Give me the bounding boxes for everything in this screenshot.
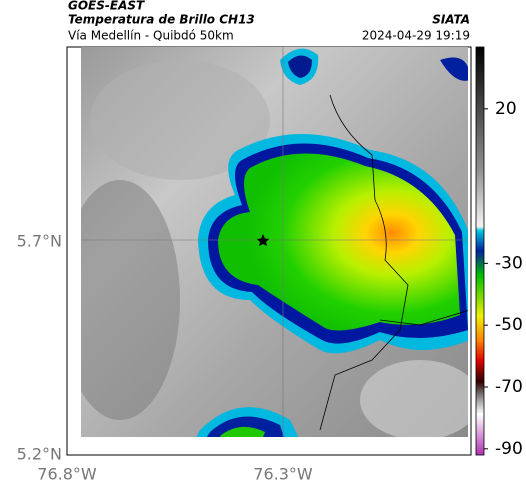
source-label: GOES-EAST: [68, 0, 145, 13]
colorbar-tick-label: -70: [495, 377, 523, 397]
satellite-image: [81, 47, 468, 437]
colorbar-tick-label: -30: [495, 253, 523, 273]
lon-label: 76.8°W: [37, 465, 97, 484]
title: Temperatura de Brillo CH13: [68, 13, 255, 27]
datetime: 2024-04-29 19:19: [362, 29, 470, 43]
colorbar: [475, 46, 485, 456]
lon-label: 76.3°W: [253, 465, 313, 484]
lat-label: 5.7°N: [17, 232, 62, 251]
colorbar-tick-label: -50: [495, 315, 523, 335]
colorbar-tick-label: -90: [495, 439, 523, 459]
org-label: SIATA: [432, 13, 470, 27]
colorbar-tick-label: 20: [495, 99, 517, 119]
subtitle: Vía Medellín - Quibdó 50km: [68, 29, 234, 43]
lat-label: 5.2°N: [17, 445, 62, 464]
